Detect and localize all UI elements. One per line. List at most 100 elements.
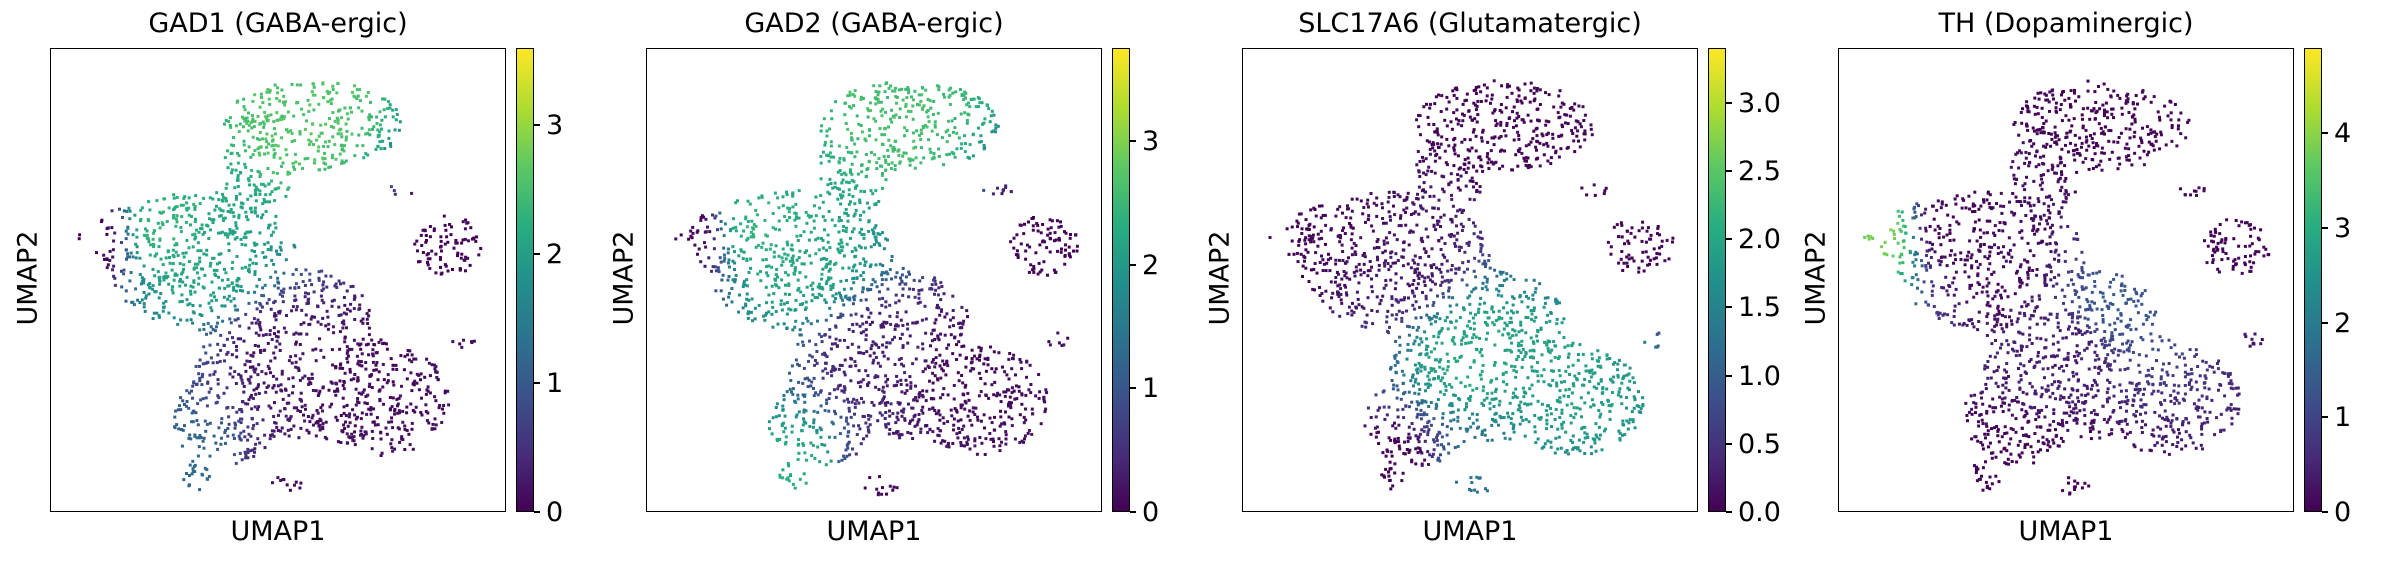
cell-point xyxy=(224,232,228,236)
cell-point xyxy=(383,115,387,119)
cell-point xyxy=(936,293,940,297)
cell-point xyxy=(250,394,253,397)
cell-point xyxy=(266,114,270,118)
cell-point xyxy=(1473,488,1477,492)
cell-point xyxy=(963,111,967,115)
cell-point xyxy=(930,332,934,336)
cell-point xyxy=(1447,295,1451,299)
cell-point xyxy=(232,437,236,440)
cell-point xyxy=(821,239,825,242)
cell-point xyxy=(226,278,230,282)
cell-point xyxy=(410,421,414,425)
cell-point xyxy=(782,398,786,402)
cell-point xyxy=(872,117,876,121)
cell-point xyxy=(163,197,167,201)
cell-point xyxy=(344,135,348,139)
cell-point xyxy=(749,235,753,239)
cell-point xyxy=(1530,317,1534,321)
cell-point xyxy=(198,376,202,380)
cell-point xyxy=(745,225,749,229)
cell-point xyxy=(1455,96,1459,100)
cell-point xyxy=(840,196,843,200)
cell-point xyxy=(242,97,246,101)
cell-point xyxy=(190,215,193,218)
cell-point xyxy=(911,98,915,102)
cell-point xyxy=(874,224,878,228)
cell-point xyxy=(1445,368,1449,372)
cell-point xyxy=(821,257,825,261)
cell-point xyxy=(257,392,261,395)
cell-point xyxy=(886,377,890,381)
cell-point xyxy=(880,413,884,417)
cell-point xyxy=(888,303,892,307)
cell-point xyxy=(1319,216,1323,220)
cell-point xyxy=(248,395,252,399)
cell-point xyxy=(977,126,981,130)
cell-point xyxy=(448,223,452,226)
cell-point xyxy=(1563,380,1567,384)
cell-point xyxy=(734,274,738,277)
cell-point xyxy=(917,296,921,300)
cell-point xyxy=(280,164,283,168)
cell-point xyxy=(1523,96,1527,100)
cell-point xyxy=(859,95,863,99)
cell-point xyxy=(1001,189,1005,193)
cell-point xyxy=(1374,393,1378,397)
cell-point xyxy=(213,370,217,374)
cell-point xyxy=(290,140,294,143)
cell-point xyxy=(895,383,898,387)
cell-point xyxy=(798,333,802,337)
cell-point xyxy=(882,354,886,358)
cell-point xyxy=(990,109,994,113)
cell-point xyxy=(170,288,174,292)
cell-point xyxy=(329,274,333,278)
cell-point xyxy=(851,194,855,198)
cell-point xyxy=(933,125,937,129)
cell-point xyxy=(801,442,805,446)
cell-point xyxy=(1558,374,1562,378)
cell-point xyxy=(1525,295,1528,298)
cell-point xyxy=(1342,270,1346,273)
cell-point xyxy=(334,282,338,286)
cell-point xyxy=(233,426,237,430)
cell-point xyxy=(1480,237,1484,241)
cell-point xyxy=(129,251,133,255)
cell-point xyxy=(890,255,894,258)
cell-point xyxy=(1504,370,1508,374)
cell-point xyxy=(966,437,970,441)
cell-point xyxy=(1430,274,1434,278)
cell-point xyxy=(1552,105,1556,109)
cell-point xyxy=(293,299,297,302)
cell-point xyxy=(223,267,226,271)
cell-point xyxy=(1410,400,1414,404)
cell-point xyxy=(228,331,232,335)
cell-point xyxy=(298,162,301,166)
cell-point xyxy=(1409,213,1413,216)
cell-point xyxy=(1573,126,1577,130)
cell-point xyxy=(228,210,232,214)
cell-point xyxy=(1399,397,1403,401)
cell-point xyxy=(294,480,298,484)
cell-point xyxy=(1398,335,1402,339)
cell-point xyxy=(289,415,293,419)
cell-point xyxy=(316,320,320,324)
cell-point xyxy=(1449,278,1453,282)
cell-point xyxy=(187,436,191,440)
cell-point xyxy=(273,356,277,360)
cell-point xyxy=(133,213,137,217)
cell-point xyxy=(1551,378,1555,382)
cell-point xyxy=(1020,367,1024,371)
cell-point xyxy=(845,416,849,420)
cell-point xyxy=(1530,369,1534,373)
cell-point xyxy=(213,272,217,276)
cell-point xyxy=(202,345,206,349)
cell-point xyxy=(264,115,268,119)
cell-point xyxy=(1433,149,1437,153)
cell-point xyxy=(782,421,785,425)
cell-point xyxy=(1048,250,1052,254)
cell-point xyxy=(260,370,264,374)
cell-point xyxy=(242,235,246,239)
cell-point xyxy=(874,119,878,123)
cell-point xyxy=(350,436,354,439)
cell-point xyxy=(881,264,885,268)
